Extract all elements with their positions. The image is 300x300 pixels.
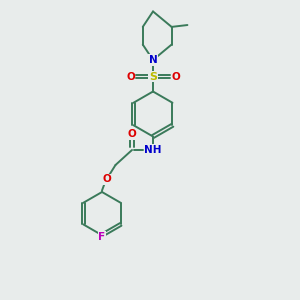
Text: N: N xyxy=(148,55,158,65)
Text: O: O xyxy=(126,71,135,82)
Text: S: S xyxy=(149,71,157,82)
Text: NH: NH xyxy=(144,145,162,155)
Text: O: O xyxy=(102,174,111,184)
Text: O: O xyxy=(128,129,136,140)
Text: F: F xyxy=(98,232,106,242)
Text: O: O xyxy=(171,71,180,82)
